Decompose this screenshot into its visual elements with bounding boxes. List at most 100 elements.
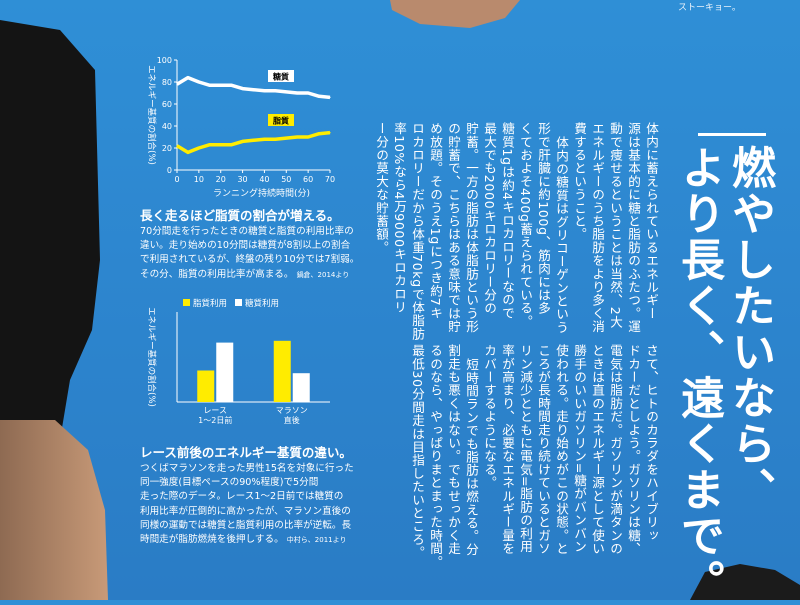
y-tick-label: 100 <box>157 56 172 65</box>
body-col: 最大でも2000キロカロリー分の <box>482 122 497 315</box>
headline-line2: より長く、遠くまで。 <box>673 145 724 605</box>
body-col: リン減少とともに電気=脂肪の利用 <box>518 344 533 554</box>
body-col: るのなら、やっぱりまとまった時間。 <box>428 344 443 569</box>
runner-arm <box>0 420 108 600</box>
caption-line: 70分間走を行ったときの糖質と脂質の利用比率の <box>140 226 354 237</box>
category-label: 1〜2日前 <box>198 415 232 425</box>
body-col: さて、ヒトのカラダをハイブリッ <box>644 344 659 542</box>
legend-swatch <box>235 299 242 306</box>
headline-rule <box>698 133 766 136</box>
bar-脂質利用 <box>197 370 215 402</box>
data-point <box>176 83 178 85</box>
y-tick-label: 60 <box>162 100 172 109</box>
caption-line: 同一強度(目標ペースの90%程度)で5分間 <box>140 477 319 489</box>
caption-line: その分、脂質の利用比率が高まる。 <box>140 268 294 280</box>
body-col: カバーするようになる。 <box>482 344 497 490</box>
y-tick-label: 40 <box>162 122 172 131</box>
data-point <box>307 92 309 94</box>
data-point <box>252 139 255 141</box>
chart2-caption-title: レース前後のエネルギー基質の違い。 <box>140 445 352 460</box>
body-col: 率10%なら4万9000キロカロリ <box>392 122 407 314</box>
runner-hand <box>390 0 520 28</box>
y-tick-label: 0 <box>167 166 172 175</box>
data-point <box>187 77 189 79</box>
series-label-box <box>268 114 294 126</box>
data-point <box>285 137 287 139</box>
series-line-0 <box>176 75 331 100</box>
data-point <box>187 151 189 153</box>
x-axis-label: ランニング持続時間(分) <box>213 187 310 199</box>
body-col: 糖質1gは約4キロカロリーなので <box>500 122 515 320</box>
data-point <box>274 138 276 140</box>
data-point <box>220 144 222 146</box>
legend-label: 糖質利用 <box>245 298 279 309</box>
body-col: 体内に蓄えられているエネルギー <box>644 122 659 320</box>
top-right-snippet: ストーキョー。 <box>678 3 741 13</box>
data-point <box>263 90 266 92</box>
data-point <box>231 144 233 146</box>
data-point <box>198 147 200 149</box>
body-col: くておよそ400g蓄えられている。 <box>518 122 533 329</box>
caption-line: つくばマラソンを走った男性15名を対象に行った <box>140 463 354 474</box>
body-col: ときは直のエネルギー源として使い <box>590 344 605 556</box>
headline-line1: 燃やしたいなら、 <box>724 145 775 513</box>
caption-line: で利用されているが、終盤の残り10分では7割弱。 <box>140 254 360 266</box>
body-col: ー分の莫大な貯蓄額。 <box>374 122 389 254</box>
body-col: ころが長時間走り続けているとガソ <box>536 344 551 556</box>
body-col: 形で肝臓に約100g、筋肉には多 <box>536 122 551 315</box>
body-col: 源は基本的に糖と脂肪のふたつ。運 <box>626 122 641 334</box>
x-tick-label: 10 <box>194 175 204 184</box>
data-point <box>220 84 222 86</box>
data-point <box>198 81 200 83</box>
x-tick-label: 20 <box>216 175 226 184</box>
data-point <box>285 91 287 93</box>
caption-line: 走った際のデータ。レース1〜2日前では糖質の <box>140 491 344 503</box>
chart1-caption-title: 長く走るほど脂質の割合が増える。 <box>140 208 340 223</box>
body-col: 費するということ。 <box>572 122 587 241</box>
body-col: 使われる。走り始めがこの状態。と <box>554 344 569 556</box>
data-point <box>241 88 244 90</box>
bar-脂質利用 <box>273 340 291 402</box>
legend-swatch <box>183 299 190 306</box>
y-tick-label: 20 <box>162 144 172 153</box>
y-axis-label: エネルギー基質の割合(%) <box>146 307 157 407</box>
chart2-caption: つくばマラソンを走った男性15名を対象に行った 同一強度(目標ペースの90%程度… <box>140 462 354 547</box>
caption-line: 時間走が脂肪燃焼を後押しする。 <box>140 534 284 546</box>
data-point <box>176 145 178 147</box>
caption-source: 中村ら、2011より <box>286 536 347 545</box>
data-point <box>329 132 331 134</box>
body-col: 短時間ランでも脂肪は燃える。分 <box>464 358 479 556</box>
body-col: の貯蓄で、こちらはある意味では貯 <box>446 122 461 334</box>
caption-source: 鍋倉、2014より <box>296 270 350 279</box>
data-point <box>231 84 233 86</box>
body-col: め放題。そのうえ1gにつき約7キ <box>428 122 443 320</box>
y-tick-label: 80 <box>162 78 172 87</box>
data-point <box>209 144 211 146</box>
chart1-caption: 70分間走を行ったときの糖質と脂質の利用比率の 違い。走り始めの10分間は糖質が… <box>140 225 359 282</box>
runner-cap <box>690 564 800 600</box>
x-tick-label: 70 <box>325 175 335 184</box>
body-col: 貯蓄。一方の脂肪は体脂肪という形 <box>464 122 479 334</box>
data-point <box>296 92 298 94</box>
x-tick-label: 50 <box>281 175 291 184</box>
data-point <box>296 136 298 138</box>
bar-糖質利用 <box>216 342 234 402</box>
data-point <box>252 89 255 91</box>
data-point <box>329 96 331 98</box>
body-col: 最低30分間走は目指したいところ。 <box>410 344 425 560</box>
x-tick-label: 40 <box>259 175 269 184</box>
body-col: 電気は脂肪だ。ガソリンが満タンの <box>608 344 623 556</box>
body-col: 体内の糖質はグリコーゲンという <box>554 136 569 334</box>
data-point <box>318 133 320 135</box>
body-col: 割走も悪くはない。でもせっかく走 <box>446 344 461 556</box>
runner-torso <box>0 20 100 470</box>
data-point <box>209 84 211 86</box>
body-col: ドカーだとしよう。ガソリンは糖、 <box>626 344 641 556</box>
series-label: 糖質 <box>273 72 289 82</box>
data-point <box>274 90 276 92</box>
body-col: ロカロリーだから体重70kgで体脂肪 <box>410 122 425 341</box>
legend-label: 脂質利用 <box>193 298 227 309</box>
